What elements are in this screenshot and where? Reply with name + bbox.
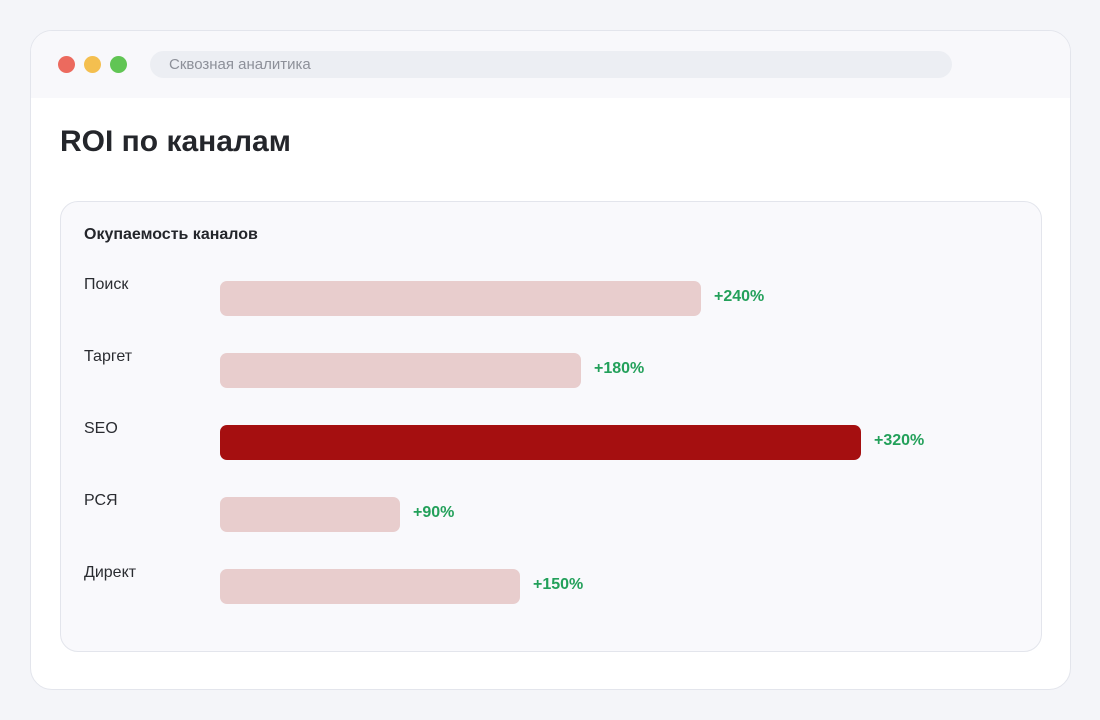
title-bar: Сквозная аналитика [31, 31, 1070, 98]
roi-chart-card: Окупаемость каналов Поиск +240% Таргет +180… [60, 201, 1042, 652]
bar-highlighted [220, 425, 861, 460]
chart-row: Таргет +180% [61, 344, 1041, 388]
value-label: +90% [413, 504, 455, 521]
bar-default [220, 281, 701, 316]
chart-row: Директ +150% [61, 560, 1041, 604]
maximize-window-button[interactable] [110, 56, 127, 73]
app-window: Сквозная аналитика ROI по каналам Окупае… [30, 30, 1071, 690]
value-label: +180% [594, 360, 645, 377]
category-label: SEO [84, 420, 118, 437]
chart-row: SEO +320% [61, 416, 1041, 460]
close-window-button[interactable] [58, 56, 75, 73]
minimize-window-button[interactable] [84, 56, 101, 73]
category-label: Таргет [84, 348, 133, 365]
bar-default [220, 497, 400, 532]
value-label: +240% [714, 288, 765, 305]
category-label: РСЯ [84, 492, 118, 509]
bar-default [220, 353, 581, 388]
category-label: Директ [84, 564, 137, 581]
page-title: ROI по каналам [60, 125, 291, 158]
chart-row: РСЯ +90% [61, 488, 1041, 532]
chart-title: Окупаемость каналов [84, 226, 258, 243]
chart-row: Поиск +240% [61, 272, 1041, 316]
category-label: Поиск [84, 276, 129, 293]
value-label: +150% [533, 576, 584, 593]
bar-default [220, 569, 520, 604]
value-label: +320% [874, 432, 925, 449]
address-bar[interactable]: Сквозная аналитика [150, 51, 952, 78]
